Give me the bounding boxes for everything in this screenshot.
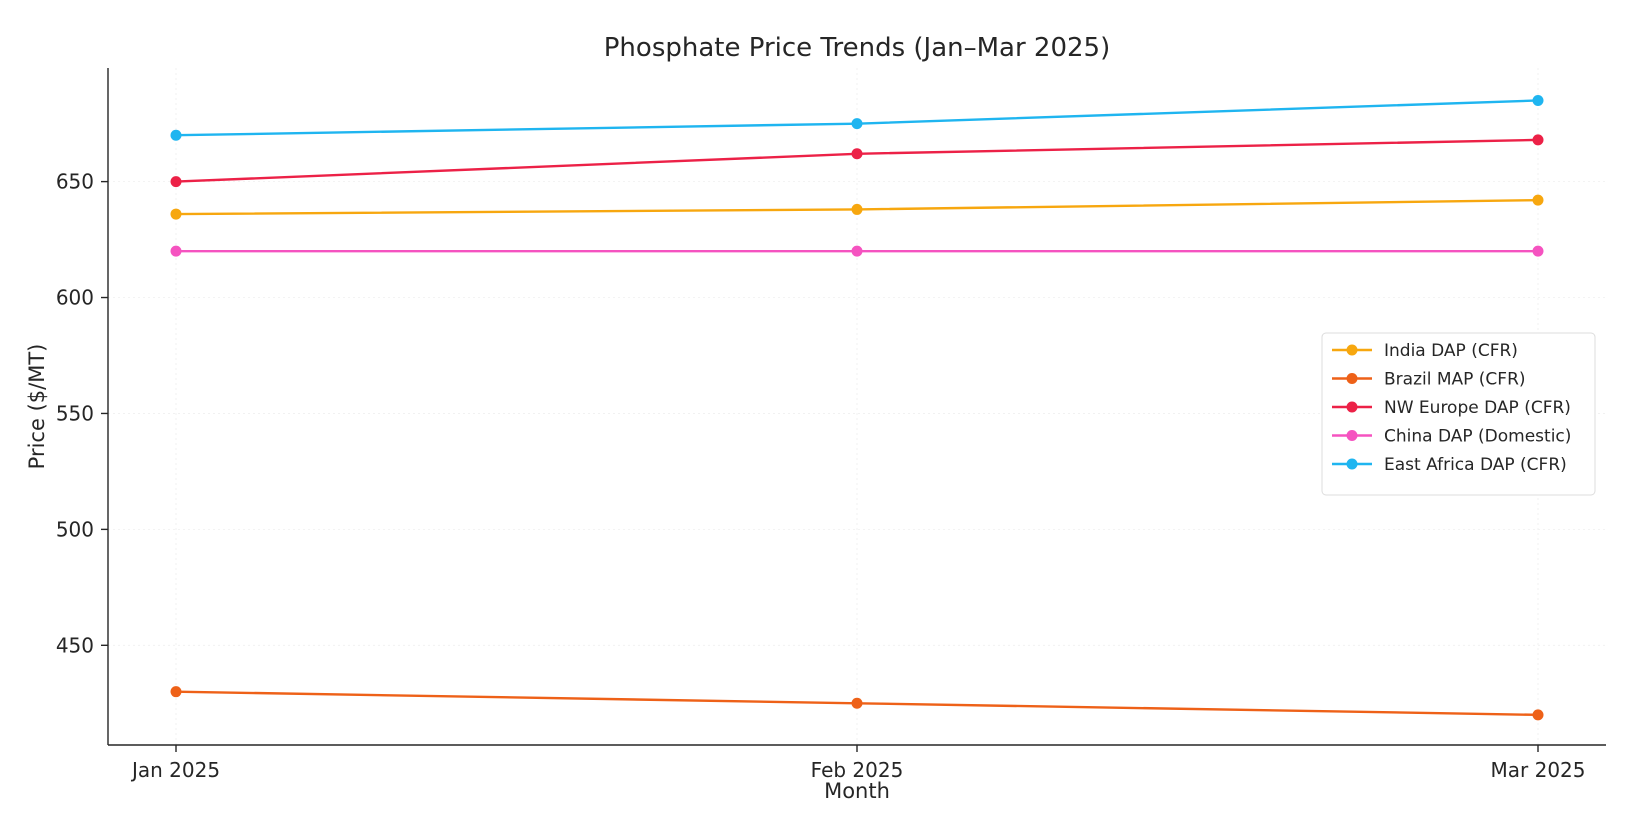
series-line [175,99,1539,137]
legend-swatch-marker [1346,344,1358,356]
x-axis-label: Month [824,779,890,803]
series-4 [170,94,1544,141]
legend-swatch-marker [1346,458,1358,470]
data-point [1532,709,1544,721]
legend-entry: China DAP (Domestic) [1332,427,1571,447]
legend-label: China DAP (Domestic) [1384,427,1571,447]
series-1 [170,686,1544,721]
legend-entry: East Africa DAP (CFR) [1332,455,1567,475]
data-point [1532,194,1544,206]
legend-label: India DAP (CFR) [1384,341,1518,361]
data-point [851,697,863,709]
y-tick-label: 500 [56,517,94,541]
legend-entry: Brazil MAP (CFR) [1332,370,1526,390]
data-point [1532,245,1544,257]
data-point [170,208,182,220]
data-point [851,148,863,160]
data-point [170,176,182,188]
legend-label: NW Europe DAP (CFR) [1384,398,1571,418]
data-point [170,129,182,141]
legend-box [1321,332,1596,496]
data-point [1532,94,1544,106]
y-tick-label: 550 [56,401,94,425]
x-tick-label: Feb 2025 [811,758,904,782]
data-point [851,245,863,257]
data-point [851,203,863,215]
y-tick-label: 450 [56,633,94,657]
legend-label: Brazil MAP (CFR) [1384,370,1526,390]
series-layer [170,94,1544,721]
legend-swatch-marker [1346,401,1358,413]
data-point [170,245,182,257]
y-tick-label: 600 [56,286,94,310]
legend: India DAP (CFR) Brazil MAP (CFR) NW Europe… [1321,332,1596,496]
series-2 [170,134,1544,188]
y-axis-label: Price ($/MT) [25,344,49,470]
legend-label: East Africa DAP (CFR) [1384,455,1567,475]
legend-swatch-marker [1346,373,1358,384]
data-point [851,118,863,130]
y-tick-label: 650 [56,170,94,194]
legend-swatch-marker [1346,430,1358,441]
series-0 [170,194,1544,220]
x-tick-label: Mar 2025 [1491,758,1586,782]
chart-title: Phosphate Price Trends (Jan–Mar 2025) [604,33,1111,63]
series-3 [170,245,1544,257]
data-point [170,686,182,698]
series-line [175,138,1539,183]
axes: 450 500 550 600 650 Jan 2025 Feb 2025 Mar 2025 [56,68,1606,782]
data-point [1532,134,1544,146]
legend-entry: India DAP (CFR) [1332,341,1518,361]
x-tick-label: Jan 2025 [130,758,220,782]
legend-entry: NW Europe DAP (CFR) [1332,398,1571,418]
